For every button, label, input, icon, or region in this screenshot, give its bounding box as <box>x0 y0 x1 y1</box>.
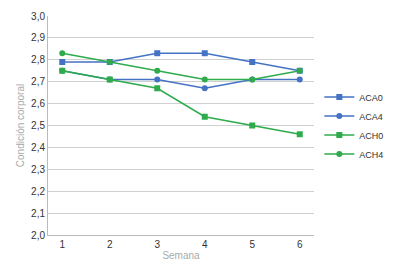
svg-text:2,7: 2,7 <box>31 76 45 87</box>
svg-text:5: 5 <box>249 239 255 250</box>
svg-text:Semana: Semana <box>162 250 200 261</box>
svg-text:3,0: 3,0 <box>31 11 45 22</box>
svg-text:2,8: 2,8 <box>31 54 45 65</box>
svg-text:Condición corporal: Condición corporal <box>15 84 26 167</box>
svg-text:4: 4 <box>202 239 208 250</box>
svg-text:6: 6 <box>297 239 303 250</box>
svg-text:2,5: 2,5 <box>31 120 45 131</box>
svg-text:2: 2 <box>107 239 113 250</box>
svg-text:2,2: 2,2 <box>31 186 45 197</box>
svg-text:3: 3 <box>154 239 160 250</box>
svg-text:2,1: 2,1 <box>31 208 45 219</box>
svg-text:1: 1 <box>59 239 65 250</box>
svg-text:ACH4: ACH4 <box>359 150 383 160</box>
svg-text:ACH0: ACH0 <box>359 131 383 141</box>
svg-text:2,9: 2,9 <box>31 32 45 43</box>
svg-text:2,0: 2,0 <box>31 230 45 241</box>
svg-text:2,3: 2,3 <box>31 164 45 175</box>
svg-text:2,4: 2,4 <box>31 142 45 153</box>
svg-text:ACA4: ACA4 <box>359 112 383 122</box>
svg-text:ACA0: ACA0 <box>359 93 383 103</box>
svg-text:2,6: 2,6 <box>31 98 45 109</box>
